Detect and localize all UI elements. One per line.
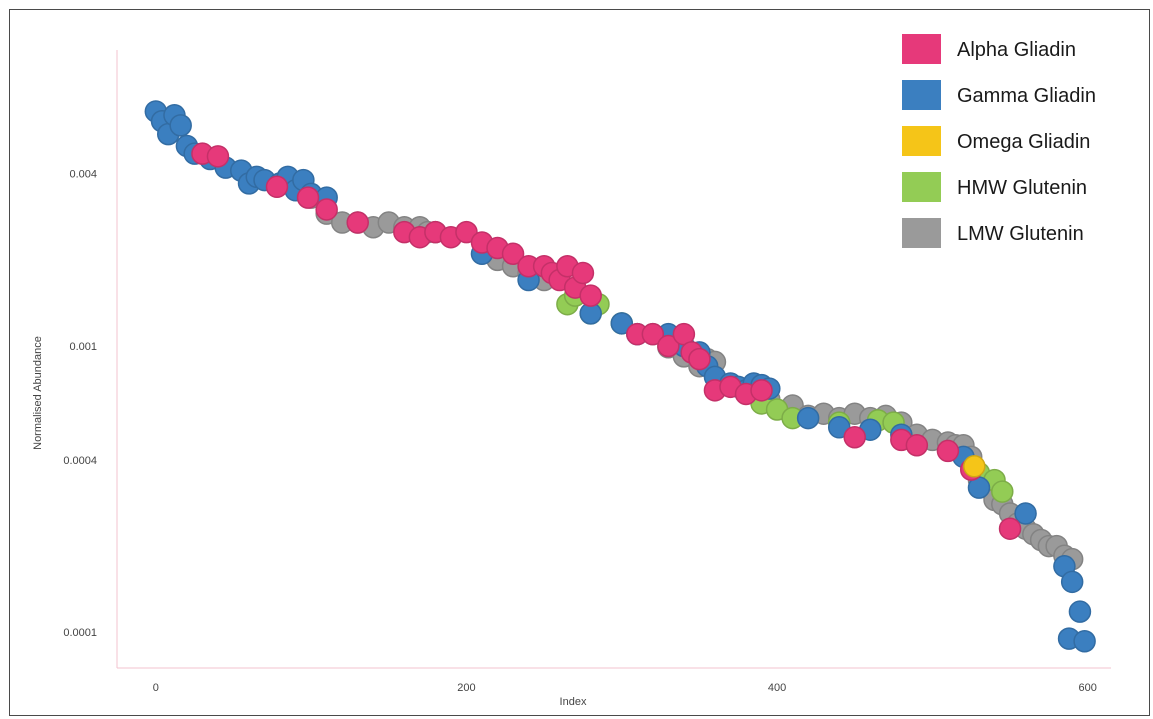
- scatter-plot: 0 200 400 600 0.0001 0.0004 0.001 0.004 Alpha G…: [32, 34, 1111, 708]
- data-point: [610, 312, 634, 335]
- y-tick-label: 0.004: [69, 169, 97, 181]
- data-point: [796, 406, 820, 430]
- data-point: [1014, 502, 1037, 525]
- data-point: [963, 455, 986, 478]
- data-point: [657, 334, 680, 358]
- y-tick-label: 0.001: [69, 341, 97, 353]
- legend-swatch: [902, 218, 941, 248]
- data-point: [688, 347, 711, 371]
- data-point: [936, 439, 960, 463]
- x-tick-label: 400: [768, 682, 786, 694]
- axes: 0 200 400 600 0.0001 0.0004 0.001 0.004: [63, 50, 1111, 694]
- y-tick-label: 0.0001: [63, 627, 97, 639]
- x-axis-title: Index: [560, 696, 587, 708]
- x-tick-label: 600: [1079, 682, 1097, 694]
- y-axis-title: Normalised Abundance: [32, 336, 44, 450]
- legend: Alpha Gliadin Gamma Gliadin Omega Gliadin H…: [902, 34, 1096, 248]
- data-point: [905, 434, 929, 457]
- data-point: [1068, 600, 1092, 623]
- data-point: [998, 517, 1022, 540]
- data-point: [991, 480, 1014, 503]
- legend-label: Omega Gliadin: [957, 131, 1090, 153]
- legend-swatch: [902, 34, 941, 64]
- data-point: [501, 242, 525, 266]
- x-tick-label: 200: [457, 682, 475, 694]
- data-point: [346, 211, 369, 234]
- data-point: [315, 198, 338, 221]
- legend-label: Gamma Gliadin: [957, 85, 1096, 107]
- legend-swatch: [902, 80, 941, 110]
- data-point: [1060, 570, 1084, 594]
- data-point: [1073, 630, 1096, 653]
- data-points: [144, 100, 1096, 653]
- legend-label: HMW Glutenin: [957, 177, 1087, 199]
- data-point: [750, 379, 773, 402]
- data-point: [571, 261, 595, 285]
- legend-label: Alpha Gliadin: [957, 39, 1076, 61]
- legend-swatch: [902, 172, 941, 202]
- data-point: [206, 145, 230, 168]
- data-point: [169, 114, 192, 137]
- data-point: [641, 322, 665, 346]
- data-point: [455, 220, 478, 244]
- data-point: [265, 175, 289, 199]
- data-point: [843, 426, 866, 449]
- legend-label: LMW Glutenin: [957, 223, 1084, 245]
- y-tick-label: 0.0004: [63, 455, 97, 467]
- data-point: [579, 284, 602, 307]
- legend-swatch: [902, 126, 941, 156]
- chart-frame: 0 200 400 600 0.0001 0.0004 0.001 0.004 Alpha G…: [9, 9, 1150, 716]
- data-point: [296, 186, 320, 209]
- x-tick-label: 0: [153, 682, 159, 694]
